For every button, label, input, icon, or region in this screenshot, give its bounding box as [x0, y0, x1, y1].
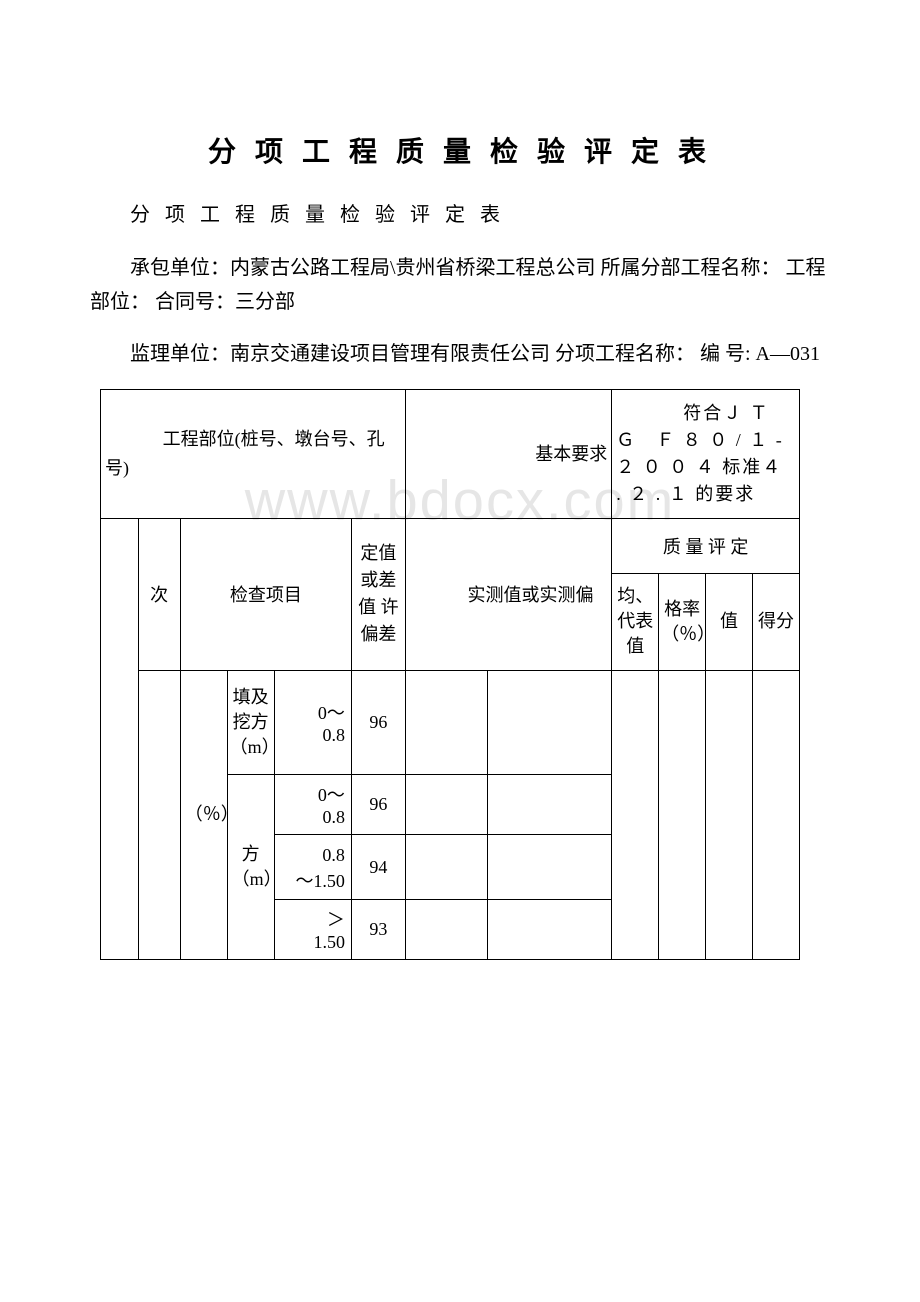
supervisor-info: 监理单位：南京交通建设项目管理有限责任公司 分项工程名称： 编 号: A—031	[90, 337, 830, 371]
deviation-header: 定值或差值 许偏差	[351, 519, 405, 671]
quality-eval-header: 质 量 评 定	[612, 519, 800, 574]
check-item-header: 检查项目	[180, 519, 351, 671]
table-row: 工程部位(桩号、墩台号、孔号) 基本要求 符合Ｊ Ｔ Ｇ Ｆ ８ ０ / １ -…	[101, 390, 800, 519]
evaluation-table-wrap: 工程部位(桩号、墩台号、孔号) 基本要求 符合Ｊ Ｔ Ｇ Ｆ ８ ０ / １ -…	[100, 389, 830, 960]
dev-cell: 0.8～1.50	[274, 835, 351, 900]
direction-cell: 方（m）	[227, 775, 274, 960]
dev-cell: 0～0.8	[274, 670, 351, 775]
dev-cell: 0～0.8	[274, 775, 351, 835]
contractor-info: 承包单位：内蒙古公路工程局\贵州省桥梁工程总公司 所属分部工程名称： 工程部位：…	[90, 251, 830, 319]
sequence-header: 次	[138, 519, 180, 671]
evaluation-table: 工程部位(桩号、墩台号、孔号) 基本要求 符合Ｊ Ｔ Ｇ Ｆ ８ ０ / １ -…	[100, 389, 800, 960]
value-cell: 96	[351, 670, 405, 775]
measured-header: 实测值或实测偏	[405, 519, 611, 671]
empty-cell	[612, 670, 659, 960]
value-cell: 94	[351, 835, 405, 900]
empty-seq-cell	[138, 670, 180, 960]
empty-cell	[487, 775, 611, 835]
standard-cell: 符合Ｊ Ｔ Ｇ Ｆ ８ ０ / １ - ２ ０ ０ ４ 标准４ . ２ . １ …	[612, 390, 800, 519]
mean-header: 均、代表值	[612, 574, 659, 671]
empty-cell	[487, 900, 611, 960]
empty-cell	[753, 670, 800, 960]
rate-header: 格率（％）	[659, 574, 706, 671]
empty-cell	[487, 670, 611, 775]
percent-cell: （％）	[180, 670, 227, 960]
empty-cell	[487, 835, 611, 900]
project-position-cell: 工程部位(桩号、墩台号、孔号)	[101, 390, 406, 519]
value-header: 值	[706, 574, 753, 671]
page-subtitle: 分 项 工 程 质 量 检 验 评 定 表	[90, 198, 830, 227]
empty-left-cell	[101, 519, 139, 960]
page-title: 分 项 工 程 质 量 检 验 评 定 表	[90, 130, 830, 170]
empty-cell	[659, 670, 706, 960]
fill-cut-cell: 填及挖方（m）	[227, 670, 274, 775]
empty-cell	[405, 835, 487, 900]
empty-cell	[405, 670, 487, 775]
value-cell: 93	[351, 900, 405, 960]
table-row: 次 检查项目 定值或差值 许偏差 实测值或实测偏 质 量 评 定	[101, 519, 800, 574]
value-cell: 96	[351, 775, 405, 835]
empty-cell	[405, 775, 487, 835]
empty-cell	[405, 900, 487, 960]
score-header: 得分	[753, 574, 800, 671]
empty-cell	[706, 670, 753, 960]
basic-requirement-label: 基本要求	[405, 390, 611, 519]
dev-cell: ＞1.50	[274, 900, 351, 960]
